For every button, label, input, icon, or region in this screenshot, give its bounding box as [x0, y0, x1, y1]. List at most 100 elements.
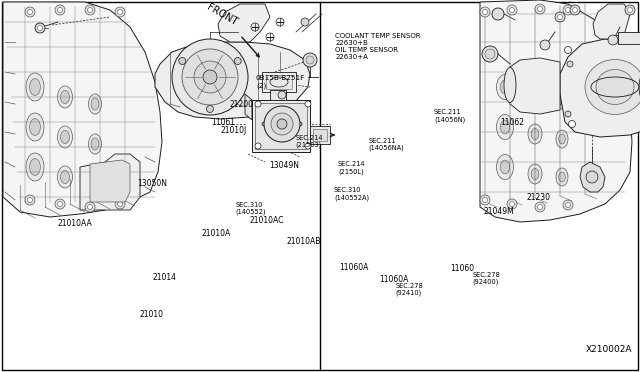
Circle shape: [58, 202, 63, 206]
Ellipse shape: [262, 119, 302, 129]
Text: 13049N: 13049N: [269, 161, 299, 170]
Ellipse shape: [556, 130, 568, 148]
Circle shape: [538, 205, 543, 209]
Ellipse shape: [58, 126, 72, 148]
Ellipse shape: [29, 119, 40, 135]
Text: SEC.214
(21503): SEC.214 (21503): [296, 135, 323, 148]
Circle shape: [58, 7, 63, 13]
Ellipse shape: [58, 166, 72, 188]
Text: 21010A: 21010A: [202, 229, 231, 238]
Circle shape: [480, 7, 490, 17]
Circle shape: [573, 7, 577, 13]
Ellipse shape: [559, 134, 565, 144]
Text: SEC.214
(2150L): SEC.214 (2150L): [338, 161, 365, 175]
Ellipse shape: [596, 70, 634, 105]
Circle shape: [567, 61, 573, 67]
Circle shape: [535, 202, 545, 212]
Ellipse shape: [91, 98, 99, 110]
Text: SEC.211
(14056NA): SEC.211 (14056NA): [369, 138, 404, 151]
Circle shape: [55, 199, 65, 209]
Circle shape: [538, 6, 543, 12]
Text: 11060A: 11060A: [339, 263, 369, 272]
Text: 21010AB: 21010AB: [286, 237, 321, 246]
Polygon shape: [593, 4, 630, 39]
Ellipse shape: [61, 131, 70, 144]
Bar: [313, 129, 327, 141]
Circle shape: [35, 23, 45, 33]
Circle shape: [264, 106, 300, 142]
Text: COOLANT TEMP SENSOR
22630+B
OIL TEMP SENSOR
22630+A: COOLANT TEMP SENSOR 22630+B OIL TEMP SEN…: [335, 33, 421, 60]
Circle shape: [305, 101, 311, 107]
Circle shape: [278, 91, 286, 99]
Circle shape: [234, 58, 241, 64]
Circle shape: [557, 15, 563, 19]
Bar: [262, 72, 296, 92]
Circle shape: [25, 7, 35, 17]
Ellipse shape: [528, 124, 542, 144]
Text: 21010J: 21010J: [221, 126, 247, 135]
Ellipse shape: [556, 168, 568, 186]
Circle shape: [568, 121, 575, 128]
Ellipse shape: [29, 158, 40, 176]
Text: 11060A: 11060A: [379, 275, 408, 284]
Circle shape: [586, 171, 598, 183]
Polygon shape: [90, 160, 130, 202]
Polygon shape: [155, 42, 310, 119]
Circle shape: [207, 106, 214, 112]
Polygon shape: [3, 2, 162, 217]
Text: 11061: 11061: [211, 118, 236, 126]
Circle shape: [179, 58, 186, 64]
Circle shape: [507, 199, 517, 209]
Ellipse shape: [500, 160, 509, 174]
Circle shape: [570, 5, 580, 15]
Circle shape: [85, 202, 95, 212]
Bar: [266, 75, 292, 89]
Ellipse shape: [91, 176, 99, 188]
Circle shape: [535, 4, 545, 14]
Circle shape: [271, 113, 293, 135]
Circle shape: [540, 40, 550, 50]
Text: 11062: 11062: [500, 118, 525, 126]
Text: X210002A: X210002A: [586, 345, 632, 354]
Text: 21200: 21200: [229, 100, 253, 109]
Polygon shape: [80, 154, 140, 210]
Ellipse shape: [559, 172, 565, 182]
Ellipse shape: [26, 113, 44, 141]
Circle shape: [194, 61, 226, 93]
Bar: [618, 32, 640, 44]
Circle shape: [565, 111, 571, 117]
Ellipse shape: [528, 164, 542, 184]
Ellipse shape: [26, 73, 44, 101]
Ellipse shape: [26, 153, 44, 181]
Circle shape: [115, 199, 125, 209]
Circle shape: [507, 5, 517, 15]
Circle shape: [306, 56, 314, 64]
Text: 21230: 21230: [526, 193, 550, 202]
Circle shape: [608, 35, 618, 45]
Ellipse shape: [91, 138, 99, 150]
Circle shape: [483, 10, 488, 15]
Circle shape: [625, 5, 635, 15]
Circle shape: [483, 198, 488, 202]
Ellipse shape: [88, 134, 102, 154]
Text: SEC.211
(14056N): SEC.211 (14056N): [434, 109, 465, 123]
Circle shape: [563, 5, 573, 15]
Ellipse shape: [61, 170, 70, 184]
Circle shape: [172, 39, 248, 115]
Text: 21010: 21010: [140, 310, 164, 319]
Polygon shape: [245, 94, 252, 120]
Polygon shape: [218, 4, 270, 42]
Circle shape: [25, 195, 35, 205]
Circle shape: [509, 202, 515, 206]
Circle shape: [564, 46, 572, 54]
Circle shape: [118, 202, 122, 206]
Bar: [255, 103, 307, 149]
Circle shape: [28, 10, 33, 15]
Bar: [252, 100, 310, 152]
Text: 13050N: 13050N: [138, 179, 168, 187]
Polygon shape: [580, 162, 605, 192]
Text: FRONT: FRONT: [205, 1, 239, 27]
Ellipse shape: [29, 78, 40, 95]
Ellipse shape: [531, 169, 539, 180]
Ellipse shape: [88, 172, 102, 192]
